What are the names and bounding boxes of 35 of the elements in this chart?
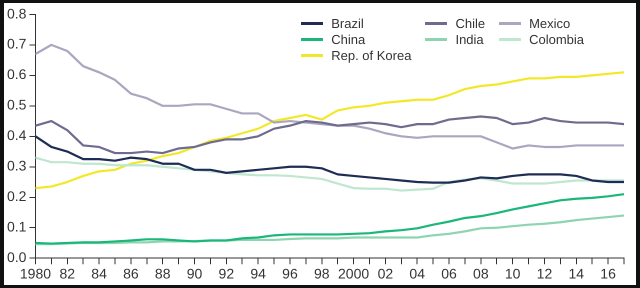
x-tick-label: 16 xyxy=(600,265,616,282)
x-tick-label: 84 xyxy=(91,265,108,282)
x-tick-label: 14 xyxy=(568,265,584,282)
x-tick-label: 88 xyxy=(154,265,171,282)
y-tick-label: 0.2 xyxy=(6,188,27,204)
legend-label: Chile xyxy=(455,16,486,32)
legend-label: Rep. of Korea xyxy=(331,48,412,64)
legend-label: India xyxy=(455,32,484,48)
x-tick-label: 96 xyxy=(282,265,298,282)
y-tick-label: 0.7 xyxy=(6,36,27,52)
x-tick-label: 12 xyxy=(536,265,552,282)
x-tick-label: 82 xyxy=(59,265,76,282)
y-tick-label: 0.8 xyxy=(6,5,27,22)
x-tick-label: 1980 xyxy=(20,265,52,282)
x-tick-label: 90 xyxy=(186,265,203,282)
legend-label: Colombia xyxy=(529,32,584,48)
x-tick-label: 86 xyxy=(123,265,139,282)
y-tick-label: 0.1 xyxy=(6,218,27,235)
x-tick-label: 98 xyxy=(314,265,330,282)
x-tick-label: 04 xyxy=(409,265,426,282)
y-tick-label: 0.0 xyxy=(6,249,27,266)
x-tick-label: 92 xyxy=(218,265,234,282)
legend-label: Brazil xyxy=(331,16,364,32)
x-tick-label: 94 xyxy=(250,265,266,282)
x-tick-label: 08 xyxy=(473,265,489,282)
y-tick-label: 0.4 xyxy=(6,127,27,144)
y-tick-label: 0.5 xyxy=(6,96,27,113)
legend-label: Mexico xyxy=(529,16,570,32)
x-tick-label: 02 xyxy=(378,265,394,282)
x-tick-label: 10 xyxy=(504,265,521,282)
y-tick-label: 0.6 xyxy=(6,66,27,82)
x-tick-label: 2000 xyxy=(338,265,370,282)
legend-label: China xyxy=(331,32,366,48)
y-tick-label: 0.3 xyxy=(6,158,27,174)
x-tick-label: 06 xyxy=(441,265,458,282)
